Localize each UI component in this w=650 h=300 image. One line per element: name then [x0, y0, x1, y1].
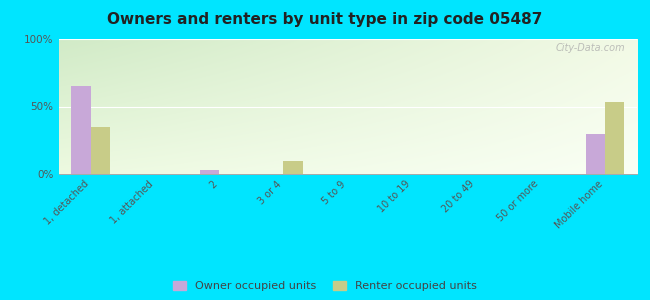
Bar — [586, 134, 605, 174]
Bar — [283, 160, 303, 174]
Bar — [605, 102, 624, 174]
Text: City-Data.com: City-Data.com — [556, 43, 625, 53]
Bar — [200, 170, 219, 174]
Bar — [90, 127, 110, 174]
Legend: Owner occupied units, Renter occupied units: Owner occupied units, Renter occupied un… — [170, 278, 480, 294]
Bar — [72, 86, 90, 174]
Text: Owners and renters by unit type in zip code 05487: Owners and renters by unit type in zip c… — [107, 12, 543, 27]
